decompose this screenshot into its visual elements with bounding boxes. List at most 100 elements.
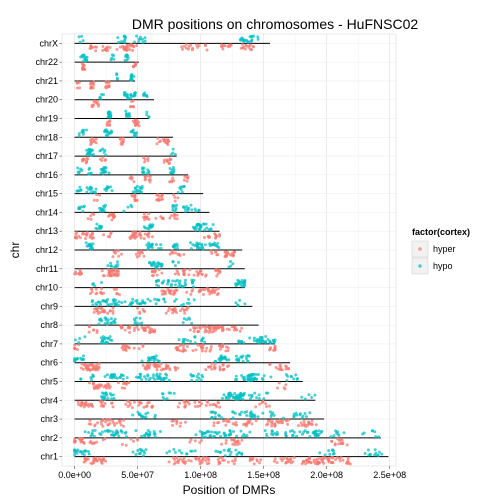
point-hyper: [78, 86, 82, 90]
point-hypo: [83, 430, 87, 434]
point-hyper: [176, 252, 180, 256]
point-hyper: [238, 329, 242, 333]
point-hypo: [116, 36, 120, 40]
point-hyper: [115, 292, 119, 296]
point-hyper: [224, 254, 228, 258]
point-hyper: [96, 310, 100, 314]
y-tick-label-chr20: chr20: [35, 95, 58, 105]
point-hypo: [239, 38, 243, 42]
point-hypo: [373, 430, 377, 434]
point-hyper: [107, 386, 111, 390]
point-hyper: [142, 215, 146, 219]
point-hypo: [234, 374, 238, 378]
point-hyper: [176, 405, 180, 409]
point-hyper: [110, 274, 114, 278]
point-hypo: [249, 34, 253, 38]
y-tick-label-chr10: chr10: [35, 283, 58, 293]
point-hypo: [247, 378, 251, 382]
point-hypo: [151, 373, 155, 377]
point-hypo: [266, 337, 270, 341]
point-hypo: [156, 246, 160, 250]
y-tick-label-chr21: chr21: [35, 76, 58, 86]
point-hypo: [172, 168, 176, 172]
point-hyper: [90, 231, 94, 235]
point-hypo: [108, 429, 112, 433]
point-hyper: [91, 404, 95, 408]
point-hypo: [106, 186, 110, 190]
x-tick-label: 1.5e+08: [247, 470, 280, 480]
point-hyper: [250, 422, 254, 426]
point-hypo: [245, 357, 249, 361]
point-hyper: [143, 232, 147, 236]
point-hypo: [112, 299, 116, 303]
point-hyper: [92, 387, 96, 391]
point-hyper: [218, 461, 222, 465]
point-hyper: [172, 462, 176, 466]
point-hypo: [119, 40, 123, 44]
point-hyper: [206, 365, 210, 369]
point-hyper: [189, 438, 193, 442]
point-hypo: [203, 243, 207, 247]
point-hypo: [303, 429, 307, 433]
point-hypo: [195, 378, 199, 382]
point-hypo: [313, 393, 317, 397]
point-hyper: [208, 349, 212, 353]
point-hypo: [197, 372, 201, 376]
point-hypo: [144, 415, 148, 419]
point-hyper: [150, 235, 154, 239]
point-hyper: [107, 120, 111, 124]
point-hypo: [133, 93, 137, 97]
point-hypo: [137, 37, 141, 41]
point-hypo: [140, 434, 144, 438]
point-hyper: [183, 175, 187, 179]
point-hyper: [280, 368, 284, 372]
point-hypo: [102, 204, 106, 208]
point-hyper: [92, 99, 96, 103]
point-hyper: [82, 63, 86, 67]
point-hypo: [327, 449, 331, 453]
point-hypo: [284, 372, 288, 376]
point-hyper: [183, 405, 187, 409]
x-tick-labels: 0.0e+00 5.0e+07 1.0e+08 1.5e+08 2.0e+08 2.5e+…: [58, 466, 406, 480]
point-hypo: [206, 430, 210, 434]
point-hyper: [80, 158, 84, 162]
point-hyper: [205, 48, 209, 52]
point-hypo: [240, 279, 244, 283]
point-hypo: [271, 339, 275, 343]
point-hypo: [172, 391, 176, 395]
point-hyper: [224, 441, 228, 445]
point-hyper: [172, 211, 176, 215]
point-hypo: [147, 246, 151, 250]
point-hyper: [172, 193, 176, 197]
point-hyper: [91, 86, 95, 90]
point-hypo: [141, 454, 145, 458]
point-hyper: [240, 326, 244, 330]
point-hyper: [240, 438, 244, 442]
point-hyper: [204, 273, 208, 277]
point-hypo: [159, 246, 163, 250]
point-hyper: [111, 255, 115, 259]
point-hypo: [144, 432, 148, 436]
point-hyper: [108, 46, 112, 50]
point-hyper: [93, 45, 97, 49]
point-hyper: [209, 325, 213, 329]
point-hypo: [228, 453, 232, 457]
point-hypo: [88, 247, 92, 251]
point-hypo: [110, 302, 114, 306]
point-hyper: [333, 443, 337, 447]
point-hyper: [300, 462, 304, 466]
point-hyper: [151, 270, 155, 274]
point-hyper: [112, 421, 116, 425]
point-hypo: [158, 429, 162, 433]
point-hyper: [145, 367, 149, 371]
point-hyper: [224, 438, 228, 442]
point-hypo: [216, 241, 220, 245]
point-hyper: [228, 43, 232, 47]
point-hypo: [366, 448, 370, 452]
x-tick-label: 2.5e+08: [373, 470, 406, 480]
point-hyper: [314, 423, 318, 427]
y-tick-label-chr17: chr17: [35, 151, 58, 161]
point-hyper: [75, 347, 79, 351]
point-hyper: [73, 346, 77, 350]
point-hypo: [377, 450, 381, 454]
